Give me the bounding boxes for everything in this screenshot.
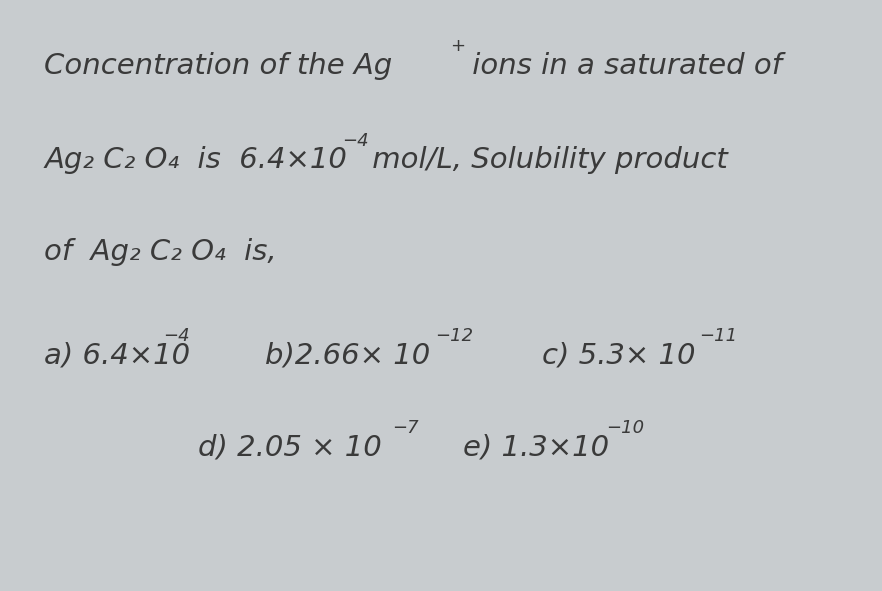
Text: −12: −12 bbox=[435, 327, 473, 345]
Text: Concentration of the Ag: Concentration of the Ag bbox=[44, 52, 392, 80]
Text: e) 1.3×10: e) 1.3×10 bbox=[463, 433, 609, 461]
Text: −10: −10 bbox=[606, 418, 644, 437]
Text: mol/L, Solubility product: mol/L, Solubility product bbox=[363, 147, 729, 174]
Text: a) 6.4×10: a) 6.4×10 bbox=[44, 342, 191, 369]
Text: −11: −11 bbox=[699, 327, 737, 345]
Text: −4: −4 bbox=[163, 327, 190, 345]
Text: +: + bbox=[450, 37, 465, 56]
Text: ions in a saturated of: ions in a saturated of bbox=[463, 52, 782, 80]
Text: of  Ag₂ C₂ O₄  is,: of Ag₂ C₂ O₄ is, bbox=[44, 238, 277, 266]
Text: −4: −4 bbox=[342, 132, 369, 150]
Text: c) 5.3× 10: c) 5.3× 10 bbox=[542, 342, 696, 369]
Text: d) 2.05 × 10: d) 2.05 × 10 bbox=[198, 433, 382, 461]
Text: −7: −7 bbox=[392, 418, 419, 437]
Text: b)2.66× 10: b)2.66× 10 bbox=[265, 342, 430, 369]
Text: Ag₂ C₂ O₄  is  6.4×10: Ag₂ C₂ O₄ is 6.4×10 bbox=[44, 147, 347, 174]
